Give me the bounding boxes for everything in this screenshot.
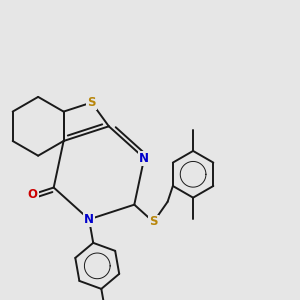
Text: S: S	[149, 215, 158, 228]
Text: N: N	[139, 152, 149, 165]
Text: N: N	[84, 213, 94, 226]
Text: O: O	[28, 188, 38, 201]
Text: S: S	[87, 96, 96, 109]
